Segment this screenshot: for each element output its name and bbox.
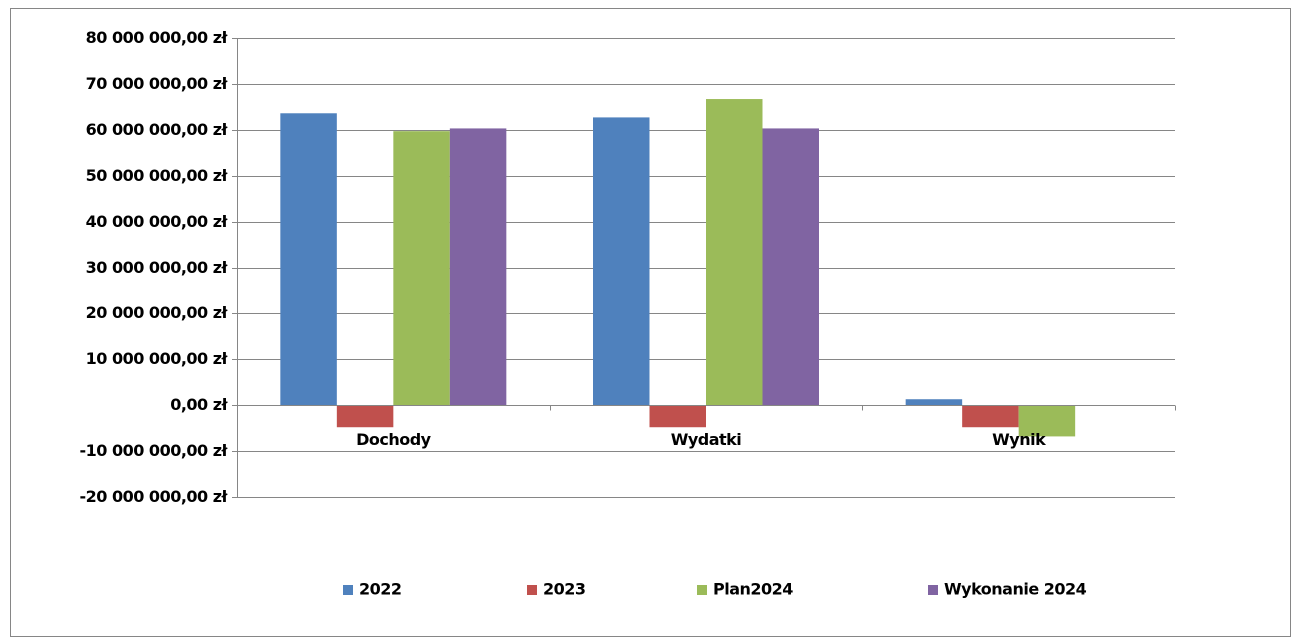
y-tick-label: 60 000 000,00 zł <box>86 120 229 139</box>
y-tick-label: 70 000 000,00 zł <box>86 74 229 93</box>
bar <box>593 117 650 406</box>
bar <box>962 405 1019 428</box>
y-tick-label: -20 000 000,00 zł <box>79 487 228 506</box>
y-tick-label: 30 000 000,00 zł <box>86 258 229 277</box>
chart-border <box>10 8 1291 637</box>
y-tick-label: 10 000 000,00 zł <box>86 349 229 368</box>
y-tick-label: -10 000 000,00 zł <box>79 441 228 460</box>
y-tick-label: 50 000 000,00 zł <box>86 166 229 185</box>
y-tick-label: 0,00 zł <box>170 395 228 414</box>
y-tick-label: 40 000 000,00 zł <box>86 212 229 231</box>
x-tick-label: Dochody <box>356 430 432 449</box>
legend-swatch <box>928 585 938 595</box>
y-tick-label: 80 000 000,00 zł <box>86 28 229 47</box>
bar <box>762 128 819 406</box>
bar <box>336 405 394 428</box>
legend-label: Plan2024 <box>713 580 793 599</box>
x-tick-label: Wynik <box>992 430 1046 449</box>
bar <box>393 131 450 406</box>
bar <box>280 113 337 406</box>
bar <box>449 128 507 406</box>
bar <box>649 405 706 428</box>
x-tick-label: Wydatki <box>671 430 742 449</box>
legend-label: 2022 <box>359 580 402 599</box>
legend-swatch <box>697 585 707 595</box>
legend-swatch <box>343 585 353 595</box>
bar <box>905 399 963 406</box>
legend-swatch <box>527 585 537 595</box>
bar <box>1018 405 1076 437</box>
bar <box>706 99 763 406</box>
legend-label: 2023 <box>543 580 586 599</box>
y-tick-label: 20 000 000,00 zł <box>86 303 229 322</box>
legend-label: Wykonanie 2024 <box>944 580 1087 599</box>
